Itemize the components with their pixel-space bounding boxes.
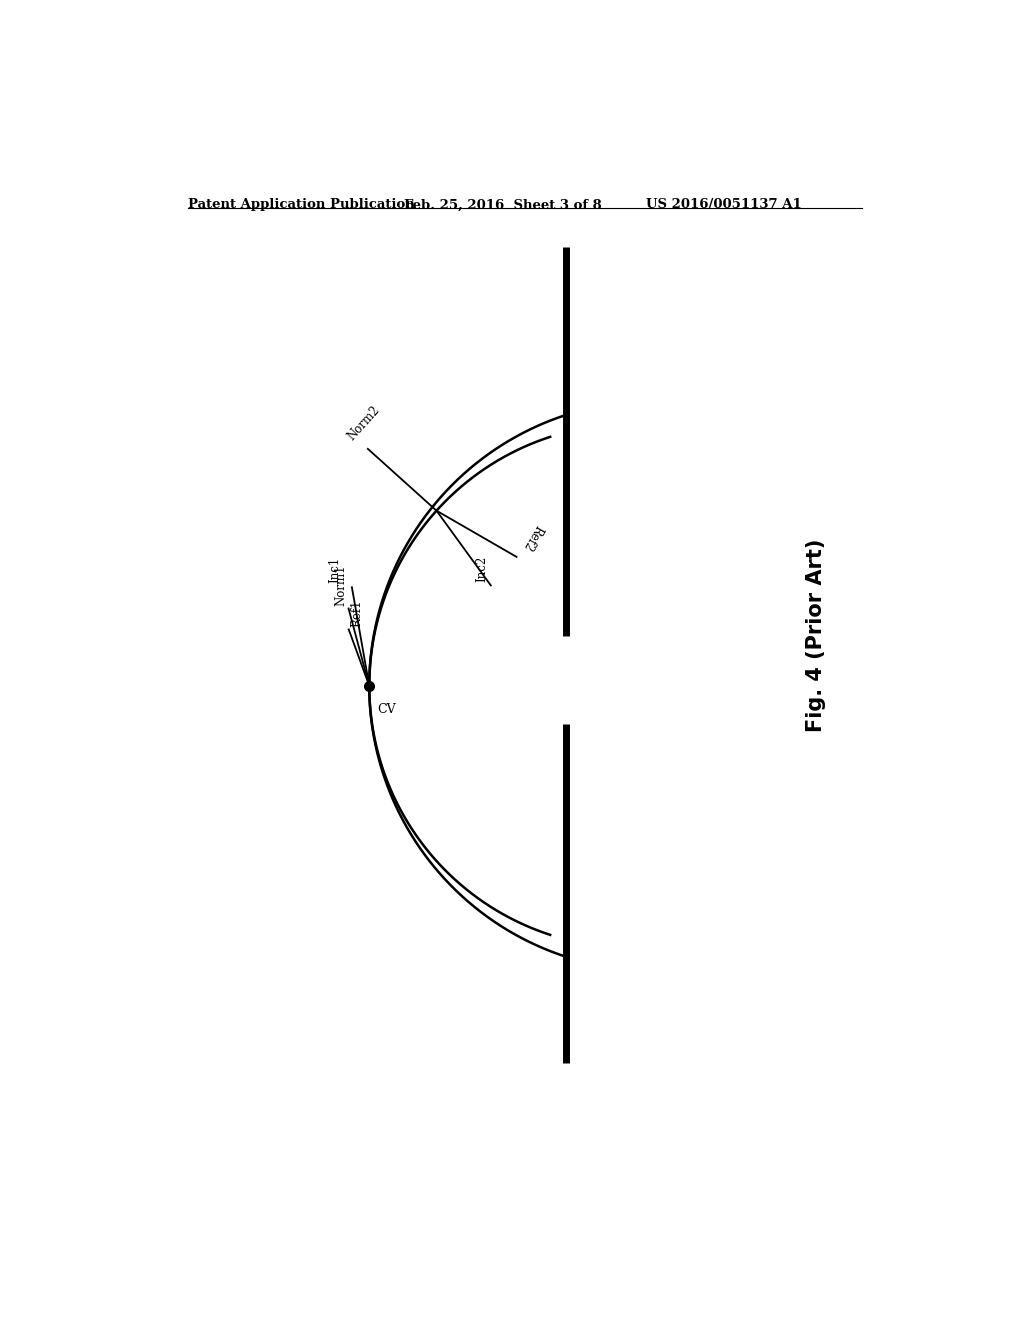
Text: Feb. 25, 2016  Sheet 3 of 8: Feb. 25, 2016 Sheet 3 of 8 [403,198,602,211]
Text: Ref2: Ref2 [520,523,546,553]
Text: Patent Application Publication: Patent Application Publication [188,198,415,211]
Text: Inc1: Inc1 [328,557,341,583]
Text: Fig. 4 (Prior Art): Fig. 4 (Prior Art) [806,539,826,733]
Text: Ref1: Ref1 [350,599,364,627]
Text: Norm1: Norm1 [334,565,347,606]
Text: Inc2: Inc2 [475,556,488,582]
Text: US 2016/0051137 A1: US 2016/0051137 A1 [646,198,802,211]
Text: Norm2: Norm2 [345,403,383,442]
Text: CV: CV [377,702,395,715]
